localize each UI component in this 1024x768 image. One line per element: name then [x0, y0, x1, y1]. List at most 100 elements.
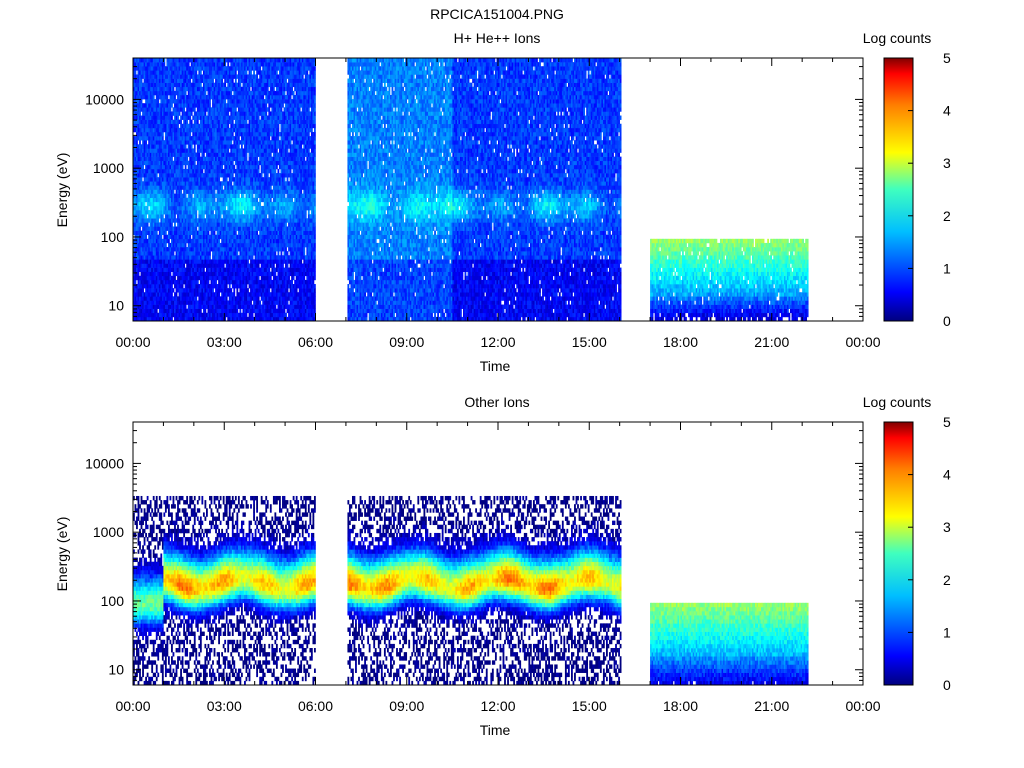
- spectrogram-cell: [224, 83, 226, 87]
- spectrogram-cell: [250, 70, 252, 74]
- spectrogram-cell: [174, 95, 176, 99]
- spectrogram-cell: [208, 280, 210, 284]
- spectrogram-cell: [156, 173, 158, 177]
- spectrogram-cell: [173, 288, 175, 292]
- spectrogram-cell: [194, 144, 196, 148]
- spectrogram-cell: [235, 107, 237, 111]
- spectrogram-cell: [144, 202, 146, 206]
- spectrogram-cell: [153, 95, 155, 99]
- spectrogram-cell: [160, 235, 162, 239]
- spectrogram-cell: [247, 288, 249, 292]
- spectrogram-cell: [171, 292, 173, 296]
- spectrogram-cell: [236, 288, 238, 292]
- spectrogram-cell: [218, 177, 220, 181]
- spectrogram-cell: [185, 305, 187, 309]
- spectrogram-cell: [203, 268, 205, 272]
- spectrogram-cell: [209, 103, 211, 107]
- spectrogram-cell: [141, 177, 143, 181]
- spectrogram-cell: [243, 194, 245, 198]
- spectrogram-cell: [246, 120, 248, 124]
- spectrogram-cell: [194, 161, 196, 165]
- spectrogram-cell: [235, 70, 237, 74]
- spectrogram-cell: [224, 99, 226, 103]
- spectrogram-cell: [252, 206, 254, 210]
- spectrogram-cell: [226, 177, 228, 181]
- spectrogram-cell: [138, 272, 140, 276]
- spectrogram-cell: [197, 280, 199, 284]
- spectrogram-cell: [235, 231, 237, 235]
- spectrogram-cell: [191, 111, 193, 115]
- spectrogram-cell: [212, 210, 214, 214]
- spectrogram-cell: [189, 79, 191, 83]
- spectrogram-cell: [208, 231, 210, 235]
- spectrogram-cell: [233, 292, 235, 296]
- spectrogram-cell: [246, 313, 248, 317]
- spectrogram-cell: [166, 95, 168, 99]
- spectrogram-cell: [189, 235, 191, 239]
- spectrogram-cell: [188, 62, 190, 66]
- spectrogram-cell: [223, 263, 225, 267]
- spectrogram-cell: [204, 111, 206, 115]
- spectrogram-cell: [145, 235, 147, 239]
- spectrogram-cell: [174, 214, 176, 218]
- spectrogram-cell: [142, 165, 144, 169]
- spectrogram-cell: [162, 214, 164, 218]
- spectrogram-cell: [215, 280, 217, 284]
- spectrogram-cell: [157, 99, 159, 103]
- spectrogram-cell: [236, 251, 238, 255]
- spectrogram-cell: [212, 288, 214, 292]
- spectrogram-cell: [252, 313, 254, 317]
- spectrogram-cell: [186, 120, 188, 124]
- spectrogram-cell: [168, 239, 170, 243]
- spectrogram-cell: [147, 222, 149, 226]
- spectrogram-cell: [247, 259, 249, 263]
- spectrogram-cell: [220, 214, 222, 218]
- spectrogram-cell: [135, 70, 137, 74]
- spectrogram-cell: [139, 140, 141, 144]
- spectrogram-cell: [209, 251, 211, 255]
- spectrogram-cell: [165, 243, 167, 247]
- spectrogram-cell: [209, 99, 211, 103]
- spectrogram-cell: [214, 231, 216, 235]
- spectrogram-cell: [170, 107, 172, 111]
- spectrogram-cell: [145, 214, 147, 218]
- spectrogram-cell: [250, 300, 252, 304]
- spectrogram-cell: [200, 83, 202, 87]
- spectrogram-cell: [230, 288, 232, 292]
- spectrogram-cell: [226, 284, 228, 288]
- spectrogram-cell: [171, 116, 173, 120]
- spectrogram-cell: [191, 194, 193, 198]
- spectrogram-cell: [135, 280, 137, 284]
- spectrogram-cell: [195, 70, 197, 74]
- spectrogram-cell: [139, 111, 141, 115]
- spectrogram-cell: [191, 120, 193, 124]
- spectrogram-cell: [185, 194, 187, 198]
- spectrogram-cell: [246, 70, 248, 74]
- spectrogram-cell: [182, 165, 184, 169]
- spectrogram-cell: [194, 148, 196, 152]
- spectrogram-cell: [156, 231, 158, 235]
- spectrogram-cell: [241, 210, 243, 214]
- spectrogram-cell: [235, 79, 237, 83]
- spectrogram-cell: [233, 165, 235, 169]
- spectrogram-cell: [204, 91, 206, 95]
- spectrogram-cell: [174, 276, 176, 280]
- spectrogram-cell: [224, 206, 226, 210]
- spectrogram-cell: [221, 185, 223, 189]
- spectrogram-cell: [197, 120, 199, 124]
- spectrogram-cell: [185, 91, 187, 95]
- spectrogram-cell: [204, 309, 206, 313]
- spectrogram-cell: [227, 148, 229, 152]
- spectrogram-cell: [156, 309, 158, 313]
- spectrogram-cell: [139, 226, 141, 230]
- spectrogram-cell: [194, 107, 196, 111]
- spectrogram-cell: [230, 140, 232, 144]
- spectrogram-cell: [182, 284, 184, 288]
- spectrogram-cell: [233, 288, 235, 292]
- spectrogram-cell: [221, 79, 223, 83]
- spectrogram-cell: [232, 120, 234, 124]
- spectrogram-cell: [232, 132, 234, 136]
- spectrogram-cell: [246, 284, 248, 288]
- spectrogram-cell: [185, 144, 187, 148]
